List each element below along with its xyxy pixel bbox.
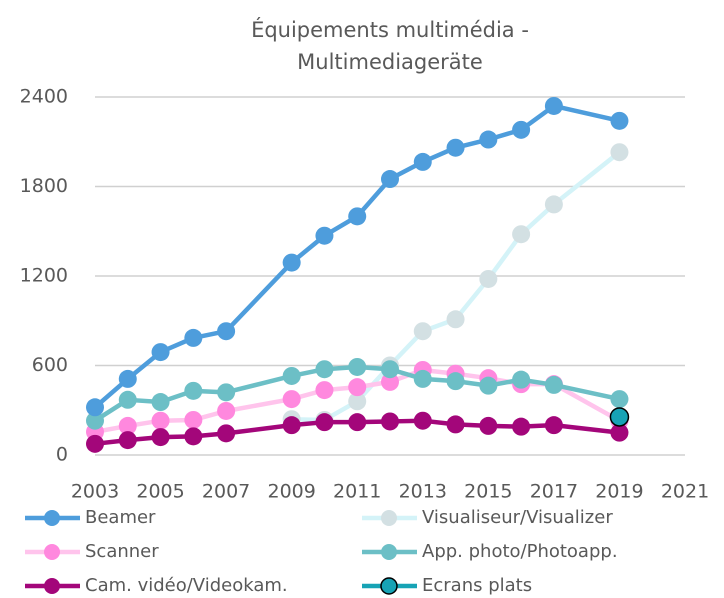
data-point bbox=[479, 376, 498, 395]
data-point bbox=[609, 407, 630, 427]
data-point bbox=[544, 195, 563, 214]
data-point bbox=[151, 411, 170, 430]
data-point bbox=[381, 360, 399, 379]
y-tick-label: 1200 bbox=[20, 265, 68, 287]
chart-title: Multimediageräte bbox=[297, 50, 483, 74]
data-point bbox=[512, 120, 531, 139]
legend-marker bbox=[381, 544, 397, 560]
x-tick-label: 2021 bbox=[661, 481, 709, 503]
data-point bbox=[151, 393, 170, 412]
data-point bbox=[446, 310, 465, 329]
y-tick-label: 0 bbox=[56, 444, 68, 466]
data-point bbox=[544, 96, 563, 115]
data-point bbox=[610, 143, 629, 162]
x-tick-label: 2005 bbox=[136, 481, 184, 503]
data-point bbox=[413, 322, 432, 341]
data-point bbox=[282, 416, 301, 435]
data-point bbox=[381, 372, 399, 391]
legend-label: Cam. vidéo/Videokam. bbox=[85, 575, 288, 596]
data-point bbox=[118, 416, 137, 435]
data-point bbox=[413, 152, 432, 171]
data-point bbox=[184, 381, 203, 400]
data-point bbox=[86, 434, 104, 453]
data-point bbox=[118, 369, 137, 388]
x-tick-label: 2009 bbox=[267, 481, 315, 503]
data-point bbox=[86, 398, 104, 417]
data-point bbox=[217, 424, 236, 443]
data-point bbox=[479, 269, 498, 288]
y-tick-label: 2400 bbox=[20, 86, 68, 108]
data-point bbox=[315, 226, 334, 245]
data-point bbox=[184, 410, 203, 429]
data-point bbox=[315, 381, 334, 400]
y-tick-label: 600 bbox=[32, 354, 68, 376]
data-point bbox=[315, 360, 334, 379]
data-point bbox=[512, 370, 531, 389]
series-line bbox=[291, 150, 621, 423]
data-point bbox=[544, 416, 563, 435]
data-point bbox=[118, 390, 137, 409]
data-point bbox=[479, 130, 498, 149]
data-point bbox=[381, 170, 399, 189]
legend-label: Beamer bbox=[85, 507, 156, 528]
data-point bbox=[282, 253, 301, 272]
chart-title: Équipements multimédia - bbox=[251, 17, 529, 42]
data-point bbox=[282, 366, 301, 385]
legend-label: Scanner bbox=[85, 541, 159, 562]
data-point bbox=[184, 427, 203, 446]
data-point bbox=[184, 328, 203, 347]
data-point bbox=[446, 415, 465, 434]
legend-marker bbox=[44, 544, 60, 560]
x-tick-label: 2019 bbox=[595, 481, 643, 503]
data-point bbox=[348, 357, 367, 376]
data-point bbox=[348, 413, 367, 432]
y-tick-label: 1800 bbox=[20, 175, 68, 197]
data-point bbox=[217, 383, 236, 402]
data-point bbox=[413, 411, 432, 430]
data-point bbox=[479, 416, 498, 435]
x-tick-label: 2007 bbox=[202, 481, 250, 503]
data-point bbox=[610, 111, 629, 130]
data-point bbox=[446, 138, 465, 157]
data-point bbox=[610, 390, 629, 409]
legend-label: App. photo/Photoapp. bbox=[422, 541, 618, 562]
data-point bbox=[151, 343, 170, 362]
data-point bbox=[348, 392, 367, 411]
data-point bbox=[86, 411, 104, 430]
legend-marker bbox=[381, 510, 397, 526]
data-point bbox=[118, 431, 137, 450]
data-point bbox=[544, 375, 563, 394]
legend-marker bbox=[44, 510, 60, 526]
data-point bbox=[282, 390, 301, 409]
data-point bbox=[512, 417, 531, 436]
x-tick-label: 2017 bbox=[530, 481, 578, 503]
x-tick-label: 2003 bbox=[71, 481, 119, 503]
data-point bbox=[413, 369, 432, 388]
legend-marker bbox=[44, 578, 60, 594]
data-point bbox=[217, 401, 236, 420]
data-point bbox=[381, 412, 399, 431]
data-point bbox=[315, 413, 334, 432]
data-point bbox=[217, 322, 236, 341]
x-tick-label: 2015 bbox=[464, 481, 512, 503]
data-point bbox=[512, 225, 531, 244]
data-point bbox=[348, 207, 367, 226]
legend-label: Visualiseur/Visualizer bbox=[422, 507, 613, 528]
data-point bbox=[610, 423, 629, 442]
legend-label: Ecrans plats bbox=[422, 575, 532, 596]
data-point bbox=[348, 378, 367, 397]
x-tick-label: 2011 bbox=[333, 481, 381, 503]
legend-marker bbox=[380, 577, 398, 595]
data-point bbox=[446, 372, 465, 391]
data-point bbox=[151, 428, 170, 447]
x-tick-label: 2013 bbox=[399, 481, 447, 503]
